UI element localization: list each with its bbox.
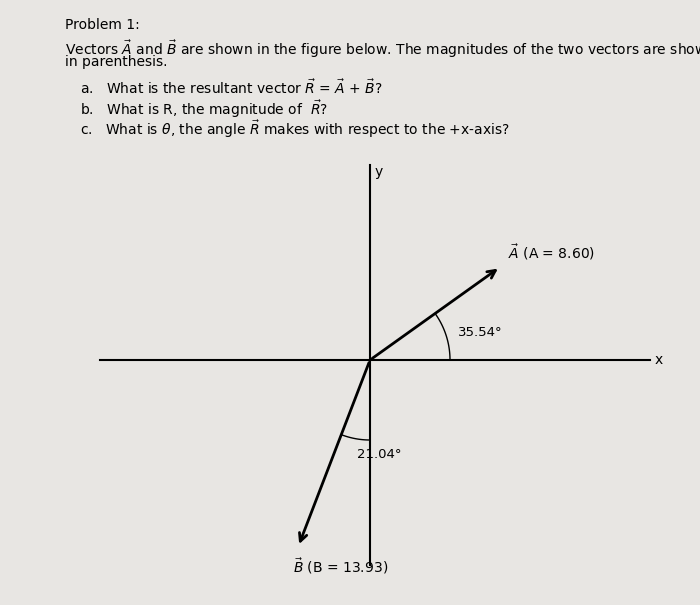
Text: Problem 1:: Problem 1: — [65, 18, 140, 32]
Text: b.   What is R, the magnitude of  $\vec{R}$?: b. What is R, the magnitude of $\vec{R}$… — [80, 98, 328, 120]
Text: c.   What is $\theta$, the angle $\vec{R}$ makes with respect to the +x-axis?: c. What is $\theta$, the angle $\vec{R}$… — [80, 118, 510, 140]
Text: 21.04°: 21.04° — [356, 448, 401, 462]
Text: a.   What is the resultant vector $\vec{R}$ = $\vec{A}$ + $\vec{B}$?: a. What is the resultant vector $\vec{R}… — [80, 78, 383, 97]
Text: in parenthesis.: in parenthesis. — [65, 55, 167, 69]
Text: 35.54°: 35.54° — [458, 326, 503, 339]
Text: x: x — [655, 353, 664, 367]
Text: y: y — [375, 165, 384, 179]
Text: $\vec{A}$ (A = 8.60): $\vec{A}$ (A = 8.60) — [508, 243, 595, 262]
Text: Vectors $\vec{A}$ and $\vec{B}$ are shown in the figure below. The magnitudes of: Vectors $\vec{A}$ and $\vec{B}$ are show… — [65, 38, 700, 60]
Text: $\vec{B}$ (B = 13.93): $\vec{B}$ (B = 13.93) — [293, 557, 389, 577]
